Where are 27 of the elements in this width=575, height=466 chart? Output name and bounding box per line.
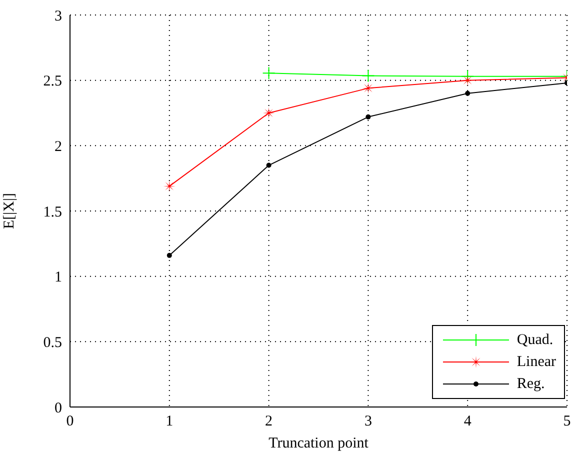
point	[465, 90, 470, 96]
point	[262, 66, 276, 80]
point	[362, 82, 374, 94]
y-tick-label: 0.5	[43, 334, 62, 351]
legend-label: Linear	[516, 354, 556, 370]
x-tick-label: 1	[166, 414, 174, 430]
x-tick-label: 2	[265, 414, 273, 430]
x-tick-label: 0	[66, 414, 74, 430]
point	[166, 252, 172, 258]
point	[362, 69, 375, 82]
legend-label: Quad.	[516, 332, 554, 348]
y-tick-label: 2.5	[43, 74, 62, 90]
y-tick-label: 1.5	[43, 204, 62, 220]
point	[266, 162, 272, 168]
y-tick-label: 2	[54, 138, 62, 155]
y-tick-label: 1	[54, 270, 62, 286]
y-axis-title: E[|X|]	[1, 193, 18, 229]
y-tick-label: 3	[54, 8, 62, 24]
point	[366, 114, 371, 120]
x-tick-label: 3	[364, 414, 372, 430]
y-tick-label: 0	[54, 400, 62, 416]
x-axis-title: Truncation point	[268, 436, 370, 452]
legend-label: Reg.	[516, 376, 545, 392]
point	[163, 180, 176, 192]
x-tick-label: 5	[563, 414, 571, 430]
x-tick-label: 4	[464, 414, 472, 430]
point	[461, 70, 474, 83]
